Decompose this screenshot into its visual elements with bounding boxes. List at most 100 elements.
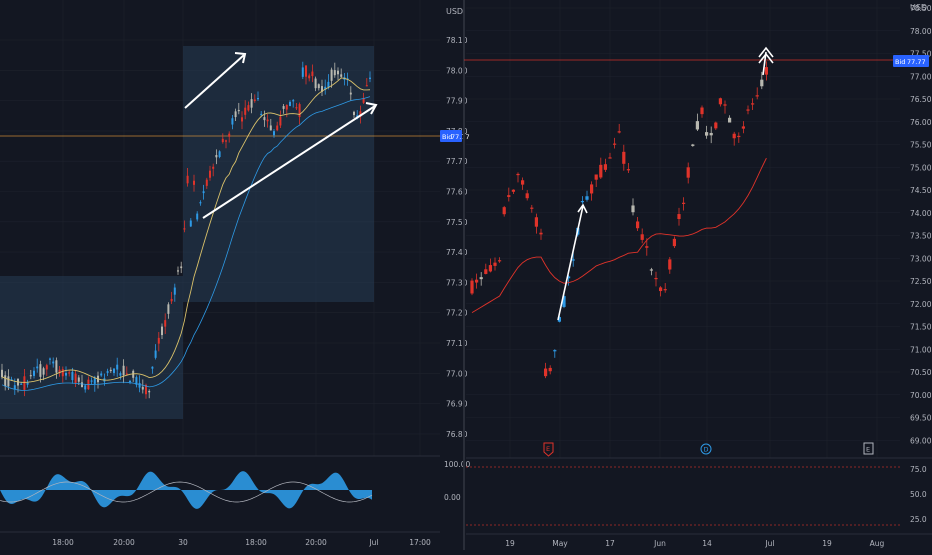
right-price-tick: 77.00 — [910, 72, 932, 81]
left-time-tick: 18:00 — [52, 538, 74, 547]
event-label-2: D — [704, 446, 709, 454]
event-marker-earnings-2[interactable]: E — [863, 442, 874, 455]
candle-body — [257, 98, 259, 100]
left-price-tick: 77.10 — [446, 339, 468, 348]
event-marker-earnings-1[interactable]: E — [543, 442, 554, 457]
right-price-axis[interactable]: 78.50 78.00 77.50 77.00 76.50 76.00 75.50 75.00… — [910, 4, 932, 445]
candle-body — [154, 350, 157, 358]
right-candles — [470, 61, 768, 379]
candle-body — [90, 380, 93, 382]
candle-body — [74, 373, 77, 384]
right-price-badge: Bid 77.77 — [893, 55, 929, 67]
left-oscillator-axis: 100.00 0.00 — [444, 460, 470, 502]
candle-body — [677, 214, 681, 220]
candle-body — [622, 151, 626, 164]
event-marker-dividend[interactable]: D — [700, 443, 712, 455]
candle-body — [23, 376, 26, 390]
candle-body — [516, 173, 520, 176]
candle-body — [170, 298, 173, 302]
candle-body — [247, 105, 250, 111]
moving-average-blue — [1, 96, 371, 391]
trend-arrow-2[interactable] — [202, 102, 378, 219]
candle-body — [116, 364, 119, 370]
candle-body — [55, 360, 58, 373]
right-moving-average — [471, 157, 767, 313]
candle-body — [263, 117, 266, 121]
candle-body — [29, 375, 32, 377]
range-box-lower[interactable] — [0, 276, 183, 419]
candle-body — [746, 109, 750, 111]
candle-body — [253, 99, 256, 102]
candle-body — [273, 131, 275, 136]
candle-body — [58, 369, 61, 374]
candle-body — [321, 86, 323, 92]
candle-body — [125, 373, 128, 375]
candle-body — [479, 277, 483, 280]
candle-body — [553, 350, 557, 352]
candle-body — [682, 202, 686, 204]
left-price-tick: 78.10 — [446, 36, 468, 45]
candle-body — [161, 326, 163, 336]
candle-body — [751, 103, 755, 105]
candle-body — [269, 125, 272, 131]
candle-body — [718, 98, 722, 105]
left-time-tick: 18:00 — [245, 538, 267, 547]
event-label-3: E — [866, 446, 870, 454]
right-time-axis[interactable]: 19 May 17 Jun 14 Jul 19 Aug — [505, 539, 884, 548]
right-time-tick: 19 — [822, 539, 832, 548]
candle-body — [180, 266, 183, 269]
right-time-tick: Aug — [870, 539, 885, 548]
candle-body — [285, 104, 288, 110]
candle-body — [617, 131, 621, 133]
right-oscillator-axis: 75.0 50.0 25.0 — [910, 465, 927, 524]
candle-body — [250, 99, 253, 108]
candle-body — [530, 207, 534, 209]
right-daily-chart[interactable]: E D E — [464, 46, 895, 457]
left-oscillator — [0, 471, 373, 509]
candle-body — [631, 205, 635, 213]
trend-arrow-1[interactable] — [184, 52, 247, 109]
trend-arrow-4[interactable] — [758, 46, 774, 76]
candle-body — [145, 384, 147, 395]
right-price-tick: 69.50 — [910, 414, 932, 423]
right-osc-tick: 75.0 — [910, 465, 927, 474]
candle-body — [65, 373, 67, 376]
right-price-tick: 71.00 — [910, 345, 932, 354]
candle-body — [700, 107, 704, 115]
candle-body — [599, 164, 603, 178]
candle-body — [1, 369, 3, 378]
range-box-upper[interactable] — [183, 46, 374, 302]
candle-body — [183, 228, 186, 230]
right-price-tick: 73.00 — [910, 254, 932, 263]
candle-body — [723, 104, 727, 106]
candle-body — [663, 289, 667, 291]
candle-body — [594, 174, 598, 180]
trend-arrow-3[interactable] — [557, 203, 588, 321]
candle-body — [244, 107, 247, 115]
left-price-tick: 77.20 — [446, 309, 468, 318]
candle-body — [636, 221, 640, 229]
candle-body — [205, 179, 208, 186]
left-oscillator-signal — [0, 481, 373, 503]
right-osc-tick: 25.0 — [910, 515, 927, 524]
candle-body — [539, 232, 543, 235]
left-time-axis[interactable]: 18:00 20:00 30 18:00 20:00 Jul 17:00 — [52, 538, 431, 547]
candle-body — [141, 386, 144, 390]
candle-body — [4, 375, 7, 387]
candle-body — [93, 378, 96, 384]
candle-body — [132, 370, 135, 378]
candle-body — [737, 135, 741, 138]
candle-body — [301, 67, 304, 77]
candle-body — [151, 366, 154, 369]
candle-body — [228, 133, 231, 137]
candle-body — [613, 143, 617, 145]
left-oscillator-area — [0, 471, 372, 509]
candle-body — [215, 155, 218, 158]
left-badge-prefix: Bid — [442, 133, 452, 141]
right-price-tick: 78.50 — [910, 4, 932, 13]
right-time-tick: 17 — [605, 539, 615, 548]
left-intraday-chart[interactable] — [0, 46, 440, 419]
candle-body — [732, 133, 736, 139]
